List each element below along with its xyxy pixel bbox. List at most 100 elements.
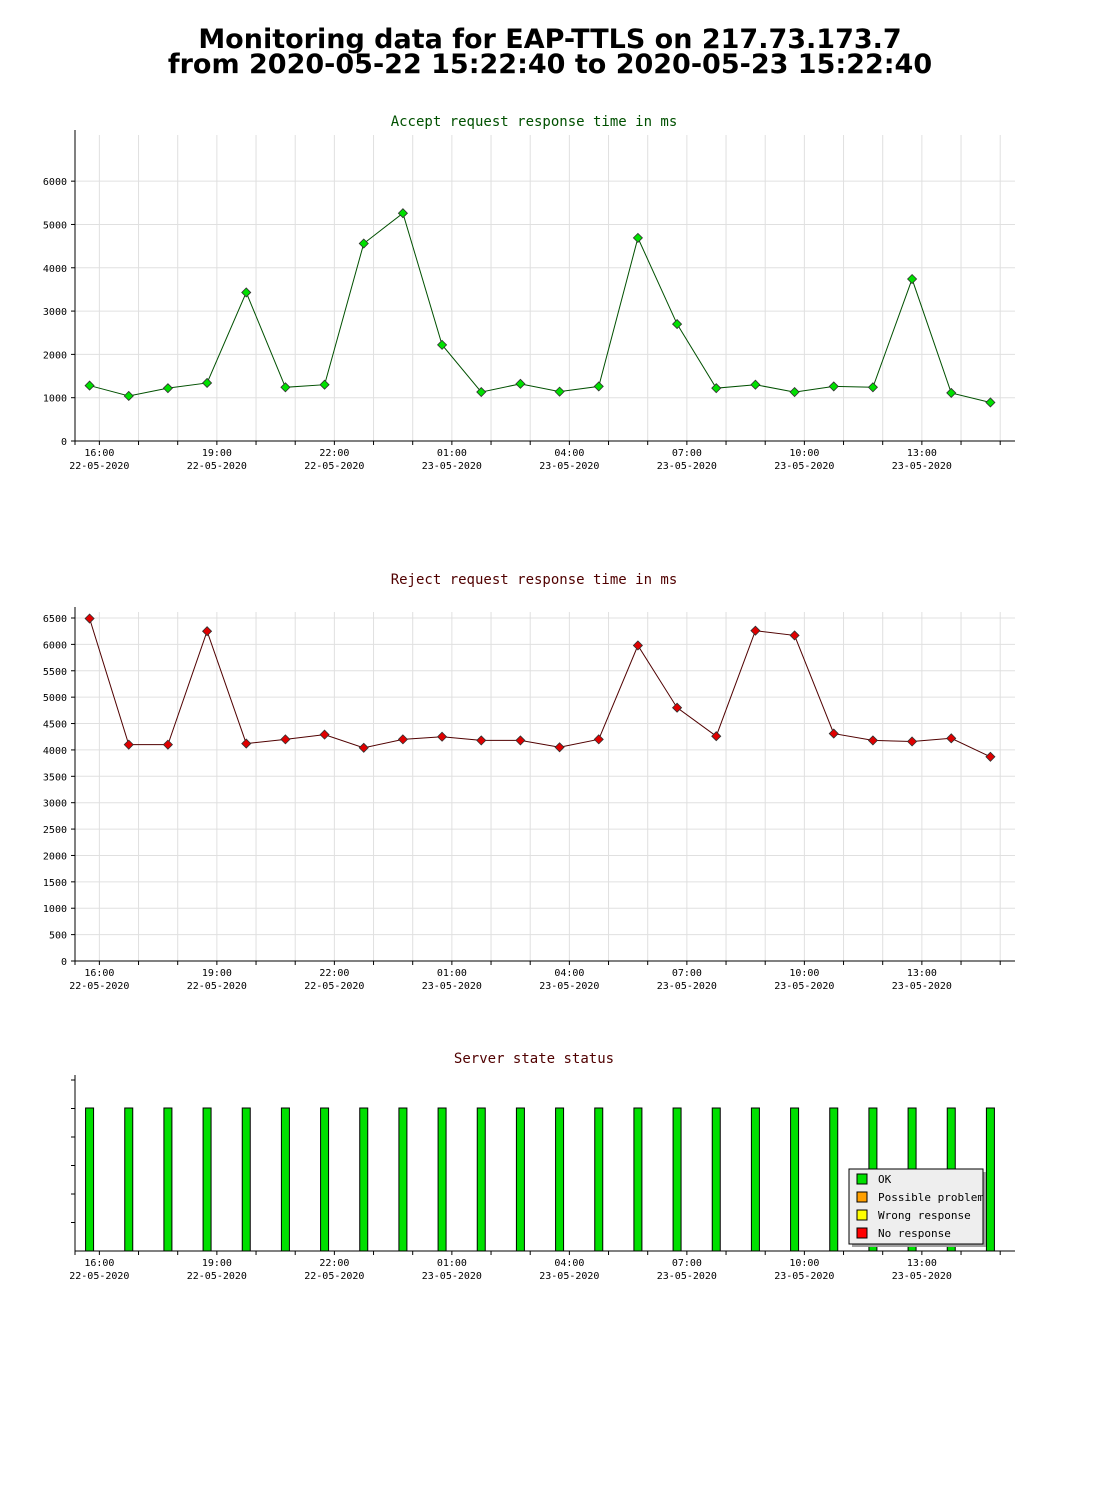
data-point — [358, 238, 369, 249]
x-tick-date: 23-05-2020 — [422, 1271, 482, 1282]
status-bar — [594, 1107, 604, 1252]
legend-swatch — [856, 1173, 868, 1185]
x-tick-time: 10:00 — [789, 1258, 819, 1269]
status-bar — [85, 1107, 95, 1252]
data-point — [554, 386, 565, 397]
x-tick-time: 10:00 — [789, 968, 819, 979]
y-tick-label: 4000 — [43, 264, 67, 275]
data-point — [789, 630, 800, 641]
x-tick-date: 23-05-2020 — [774, 1271, 834, 1282]
x-tick-date: 23-05-2020 — [657, 981, 717, 992]
status-bar — [750, 1107, 760, 1252]
legend-swatch — [856, 1227, 868, 1239]
data-point — [476, 735, 487, 746]
x-tick-date: 22-05-2020 — [304, 1271, 364, 1282]
data-point — [985, 397, 996, 408]
data-point — [241, 738, 252, 749]
series-line — [89, 212, 991, 403]
data-point — [632, 232, 643, 243]
y-tick-label: 4500 — [43, 720, 67, 731]
data-point — [750, 379, 761, 390]
data-point — [867, 382, 878, 393]
x-tick-date: 23-05-2020 — [892, 1271, 952, 1282]
data-point — [750, 625, 761, 636]
data-point — [437, 731, 448, 742]
data-point — [84, 613, 95, 624]
status-bar — [985, 1107, 995, 1252]
x-tick-time: 19:00 — [202, 1258, 232, 1269]
data-point — [162, 739, 173, 750]
x-tick-date: 22-05-2020 — [304, 981, 364, 992]
status-bar — [359, 1107, 369, 1252]
x-tick-time: 04:00 — [554, 968, 584, 979]
page-title-line-1: Monitoring data for EAP-TTLS on 217.73.1… — [198, 24, 902, 55]
x-tick-time: 16:00 — [84, 1258, 114, 1269]
x-tick-date: 22-05-2020 — [69, 461, 129, 472]
x-tick-time: 04:00 — [554, 448, 584, 459]
x-tick-date: 23-05-2020 — [539, 461, 599, 472]
data-point — [280, 382, 291, 393]
legend-label: Wrong response — [878, 1209, 971, 1222]
status-bar — [790, 1107, 800, 1252]
accept-response-chart: Accept request response time in ms 0 1000 2… — [43, 114, 1015, 472]
x-tick-date: 23-05-2020 — [892, 981, 952, 992]
y-tick-label: 5000 — [43, 693, 67, 704]
x-tick-date: 22-05-2020 — [187, 981, 247, 992]
status-bar — [633, 1107, 643, 1252]
x-tick-time: 13:00 — [907, 968, 937, 979]
data-point — [789, 386, 800, 398]
x-tick-time: 19:00 — [202, 448, 232, 459]
data-point — [241, 287, 252, 298]
x-tick-time: 22:00 — [319, 448, 349, 459]
y-tick-label: 1500 — [43, 878, 67, 889]
data-point — [202, 626, 213, 637]
data-point — [397, 734, 408, 745]
page-title-line-2: from 2020-05-22 15:22:40 to 2020-05-23 1… — [167, 49, 933, 80]
y-tick-label: 3000 — [43, 307, 67, 318]
status-bar — [515, 1107, 525, 1252]
x-tick-date: 23-05-2020 — [422, 981, 482, 992]
data-point — [84, 380, 95, 391]
data-point — [437, 339, 448, 350]
y-tick-label: 5000 — [43, 220, 67, 231]
data-point — [946, 387, 957, 398]
data-point — [397, 208, 408, 219]
status-bar — [280, 1107, 290, 1252]
x-tick-date: 22-05-2020 — [304, 461, 364, 472]
y-tick-label: 1000 — [43, 904, 67, 915]
x-tick-date: 22-05-2020 — [187, 461, 247, 472]
status-bar — [437, 1107, 447, 1252]
status-bar — [202, 1107, 212, 1252]
y-tick-label: 3500 — [43, 772, 67, 783]
status-bar — [398, 1107, 408, 1252]
data-point — [554, 742, 565, 753]
reject-response-chart: Reject request response time in ms 0 500 10… — [43, 572, 1015, 992]
data-point — [711, 383, 722, 394]
status-bar — [829, 1107, 839, 1252]
server-status-chart: Server state status 16:00 22-05-2020 19:00 2… — [69, 1051, 1015, 1282]
data-point — [828, 728, 839, 739]
y-tick-label: 0 — [61, 957, 67, 968]
y-tick-label: 500 — [49, 931, 67, 942]
y-tick-label: 2000 — [43, 350, 67, 361]
data-point — [123, 390, 134, 402]
x-tick-date: 23-05-2020 — [657, 461, 717, 472]
data-point — [280, 734, 291, 745]
y-tick-label: 5500 — [43, 667, 67, 678]
y-tick-label: 6000 — [43, 177, 67, 188]
y-tick-label: 3000 — [43, 799, 67, 810]
chart-title: Accept request response time in ms — [391, 114, 678, 130]
series-line — [89, 618, 991, 758]
data-point — [985, 751, 996, 762]
x-tick-time: 04:00 — [554, 1258, 584, 1269]
data-point — [358, 742, 369, 753]
x-tick-time: 01:00 — [437, 448, 467, 459]
x-tick-time: 07:00 — [672, 1258, 702, 1269]
chart-title: Server state status — [454, 1051, 614, 1067]
data-point — [672, 702, 683, 713]
y-tick-label: 4000 — [43, 746, 67, 757]
x-tick-date: 22-05-2020 — [187, 1271, 247, 1282]
data-point — [946, 733, 957, 744]
x-tick-date: 23-05-2020 — [539, 1271, 599, 1282]
legend-swatch — [856, 1191, 868, 1203]
